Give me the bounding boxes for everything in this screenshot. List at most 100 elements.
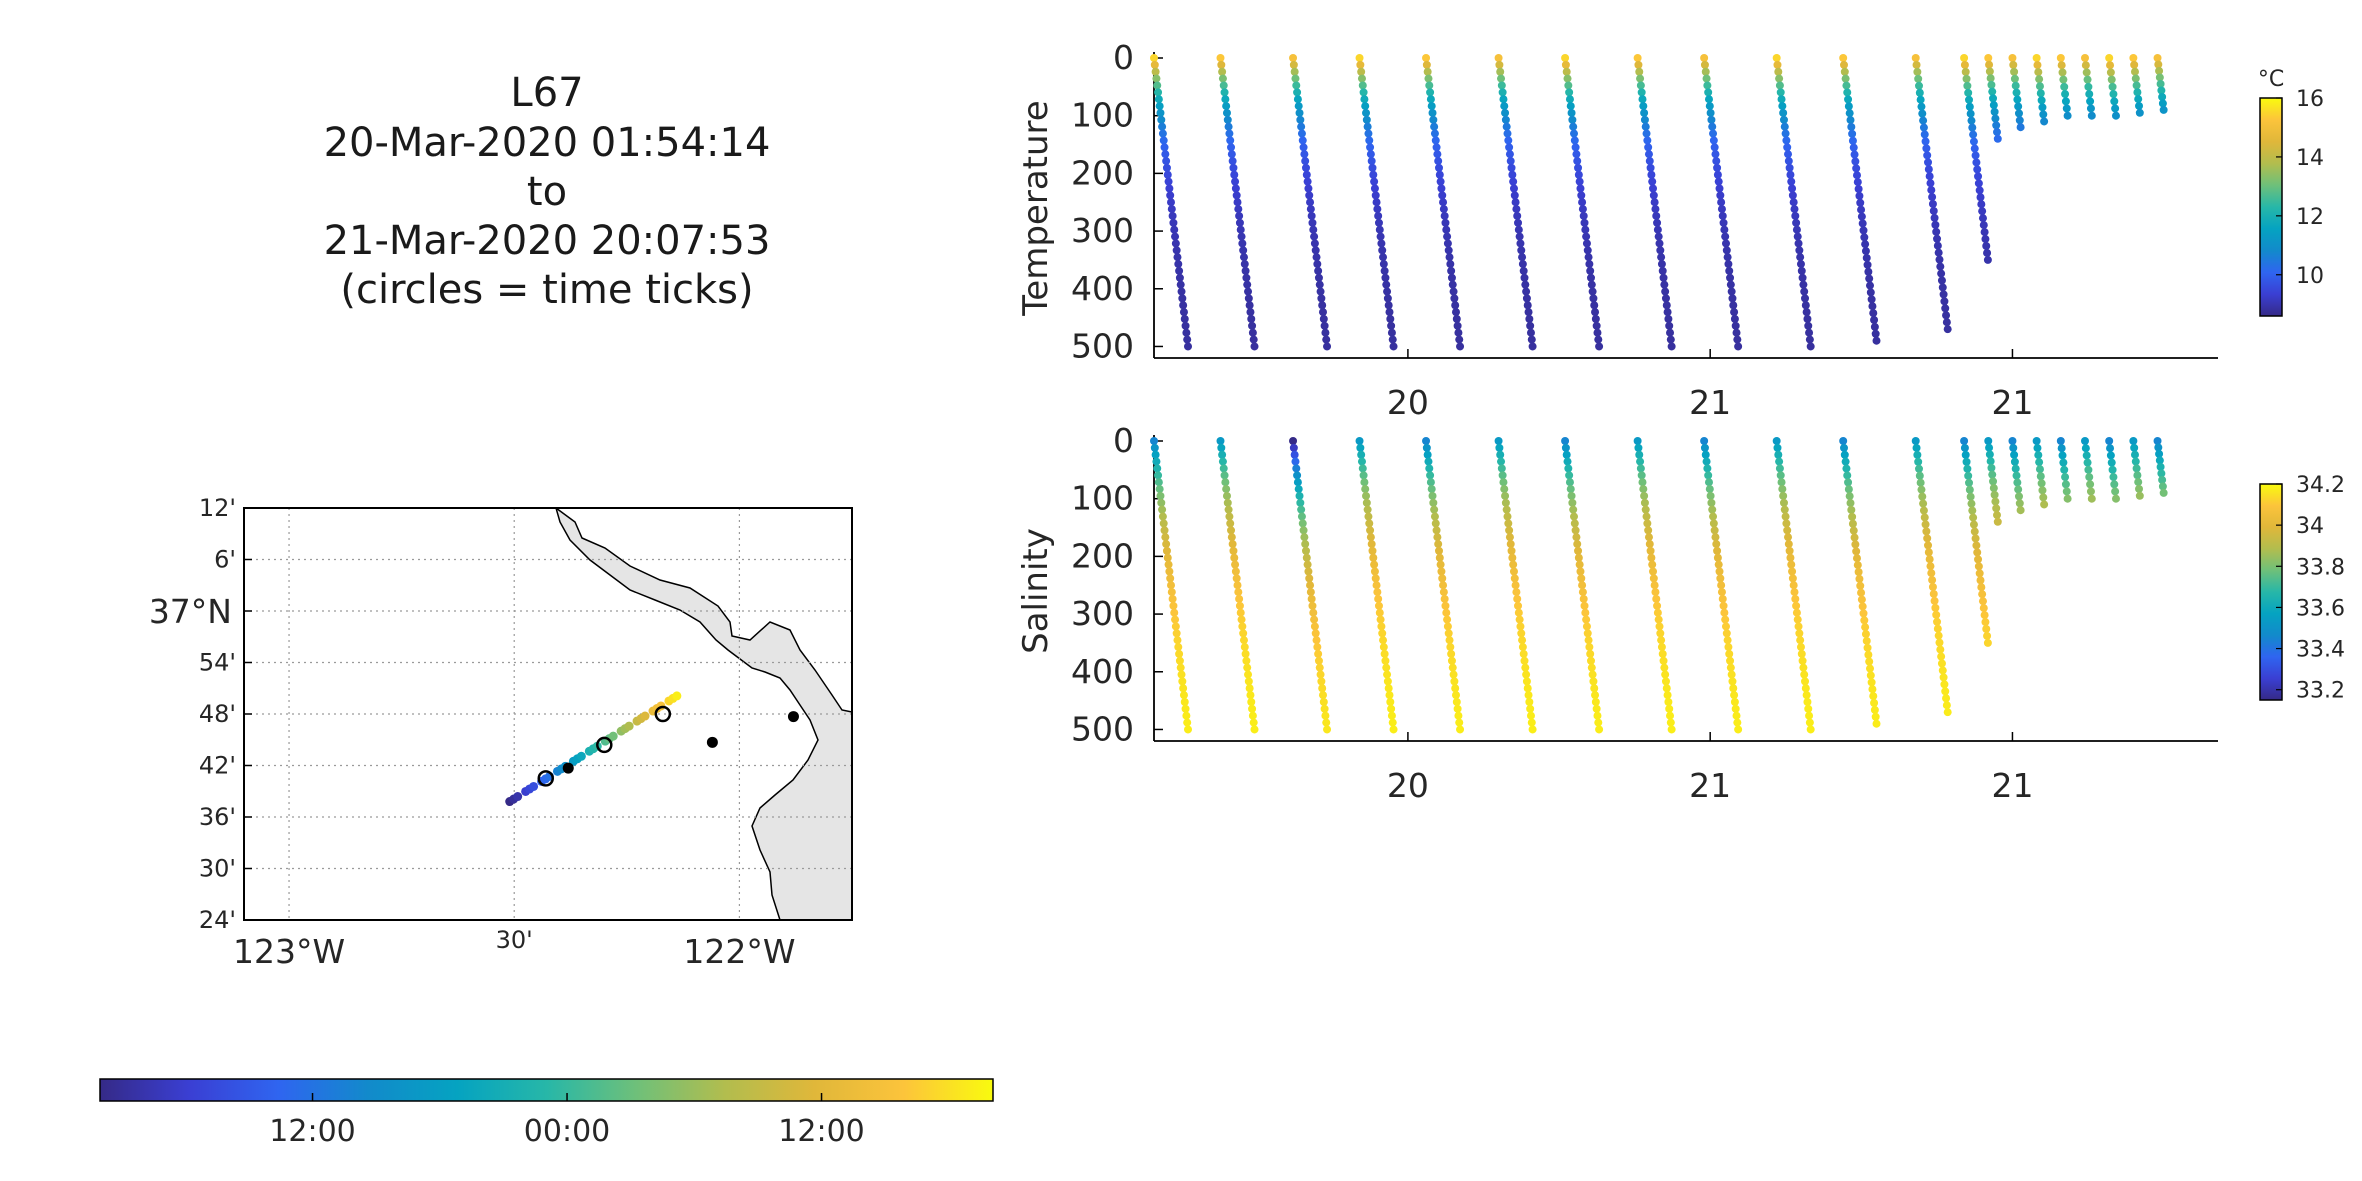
salinity-data-point	[1293, 471, 1302, 480]
temperature-profile	[2129, 54, 2144, 117]
salinity-data-point	[1561, 437, 1570, 445]
salinity-data-point	[1182, 711, 1191, 720]
temperature-data-point	[1719, 218, 1728, 227]
temperature-data-point	[1505, 143, 1514, 152]
temperature-profile	[2081, 54, 2096, 120]
salinity-x-tick-label: 21	[1991, 766, 2033, 805]
temperature-data-point	[1576, 184, 1585, 193]
temperature-data-point	[1870, 316, 1879, 325]
salinity-profile	[1633, 437, 1676, 734]
temperature-data-point	[2012, 88, 2021, 97]
temperature-data-point	[1381, 273, 1390, 282]
salinity-data-point	[1937, 659, 1946, 668]
salinity-data-point	[2106, 451, 2115, 460]
temperature-data-point	[1734, 342, 1743, 351]
temperature-data-point	[1157, 115, 1166, 124]
salinity-data-point	[1160, 526, 1169, 535]
temperature-data-point	[1940, 297, 1949, 306]
temperature-data-point	[1587, 280, 1596, 289]
salinity-data-point	[1591, 697, 1600, 706]
salinity-data-point	[1512, 588, 1521, 597]
salinity-data-point	[2111, 487, 2120, 496]
salinity-data-point	[1960, 437, 1969, 445]
temperature-data-point	[1934, 248, 1943, 257]
salinity-data-point	[1708, 505, 1717, 514]
temperature-data-point	[1453, 321, 1462, 330]
temperature-data-point	[1387, 328, 1396, 337]
salinity-data-point	[1706, 491, 1715, 500]
temperature-data-point	[1779, 115, 1788, 124]
temperature-data-point	[1785, 163, 1794, 172]
temperature-data-point	[1867, 295, 1876, 304]
salinity-data-point	[1928, 576, 1937, 585]
temperature-data-point	[1165, 184, 1174, 193]
temperature-data-point	[1500, 102, 1509, 111]
salinity-data-point	[1362, 498, 1371, 507]
salinity-data-point	[1155, 485, 1164, 494]
salinity-data-point	[1865, 657, 1874, 666]
temperature-data-point	[1643, 136, 1652, 145]
temperature-data-point	[1378, 246, 1387, 255]
temperature-data-point	[1244, 294, 1253, 303]
salinity-data-point	[1721, 615, 1730, 624]
time-colorbar: 12:00 00:00 12:00	[99, 1078, 994, 1149]
salinity-data-point	[1854, 568, 1863, 577]
temperature-data-point	[1226, 136, 1235, 145]
salinity-data-point	[1372, 581, 1381, 590]
salinity-data-point	[1704, 471, 1713, 480]
salinity-data-point	[1422, 443, 1431, 452]
temperature-data-point	[1633, 54, 1642, 62]
salinity-data-point	[1444, 629, 1453, 638]
salinity-data-point	[1238, 622, 1247, 631]
map-lat-label: 54'	[199, 649, 236, 677]
salinity-data-point	[1442, 608, 1451, 617]
temperature-data-point	[2061, 97, 2070, 106]
salinity-profile	[2081, 437, 2096, 503]
salinity-data-point	[1987, 463, 1996, 472]
salinity-data-point	[1856, 581, 1865, 590]
temperature-profile	[1700, 54, 1743, 351]
salinity-data-point	[2108, 465, 2117, 474]
salinity-panel: 0 100 200 300 400 500 20 21 21 Salinity 33.2 33.4 33…	[1016, 421, 2345, 805]
temperature-data-point	[1301, 157, 1310, 166]
temperature-data-point	[1356, 60, 1365, 69]
temperature-data-point	[1928, 193, 1937, 202]
salinity-data-point	[1846, 499, 1855, 508]
temperature-data-point	[1844, 95, 1853, 104]
temperature-data-point	[1222, 102, 1231, 111]
temperature-data-point	[1443, 239, 1452, 248]
salinity-data-point	[1850, 533, 1859, 542]
temperature-profile	[2105, 54, 2120, 120]
salinity-profile	[2008, 437, 2025, 515]
salinity-data-point	[2063, 494, 2072, 503]
salinity-data-point	[1640, 498, 1649, 507]
salinity-data-point	[1585, 643, 1594, 652]
temperature-data-point	[1704, 95, 1713, 104]
temperature-data-point	[1222, 108, 1231, 117]
salinity-data-point	[1857, 595, 1866, 604]
salinity-data-point	[1871, 712, 1880, 721]
salinity-data-point	[2106, 444, 2115, 453]
temperature-data-point	[1301, 163, 1310, 172]
salinity-data-point	[1224, 505, 1233, 514]
salinity-data-point	[1666, 718, 1675, 727]
temperature-data-point	[2086, 104, 2095, 113]
salinity-data-point	[1383, 677, 1392, 686]
temperature-data-point	[1377, 239, 1386, 248]
salinity-data-point	[1449, 670, 1458, 679]
temperature-data-point	[1368, 163, 1377, 172]
temperature-data-point	[1382, 280, 1391, 289]
temperature-data-point	[1969, 130, 1978, 139]
salinity-data-point	[1568, 498, 1577, 507]
temperature-data-point	[1387, 321, 1396, 330]
salinity-data-point	[1782, 519, 1791, 528]
salinity-data-point	[1940, 680, 1949, 689]
salinity-data-point	[1839, 443, 1848, 452]
temperature-data-point	[1932, 227, 1941, 236]
temperature-data-point	[1528, 342, 1537, 351]
temperature-data-point	[1454, 328, 1463, 337]
temperature-data-point	[1914, 74, 1923, 83]
salinity-data-point	[1176, 663, 1185, 672]
temperature-data-point	[1159, 136, 1168, 145]
salinity-data-point	[1935, 638, 1944, 647]
